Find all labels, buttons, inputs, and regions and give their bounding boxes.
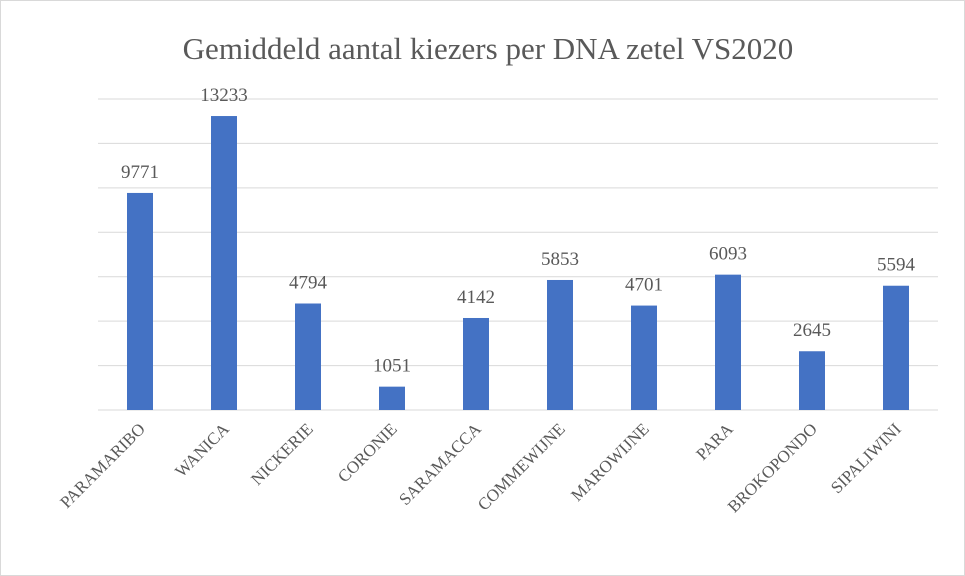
bar [379,386,405,410]
chart-title: Gemiddeld aantal kiezers per DNA zetel V… [183,31,794,66]
bar [127,192,153,410]
bar [547,279,573,410]
data-label: 1051 [373,356,411,377]
data-label: 9771 [121,162,159,183]
data-label: 4142 [457,287,495,308]
data-label: 4794 [289,273,328,294]
bar [463,317,489,410]
bar [715,274,741,410]
bar [631,305,657,410]
bar [799,351,825,410]
data-label: 6093 [709,244,747,265]
data-label: 5853 [541,249,579,270]
data-label: 4701 [625,275,663,296]
data-label: 2645 [793,320,831,341]
data-label: 13233 [200,85,248,106]
bar [883,285,909,410]
bar [211,116,237,410]
bar [295,303,321,410]
data-label: 5594 [877,255,916,276]
